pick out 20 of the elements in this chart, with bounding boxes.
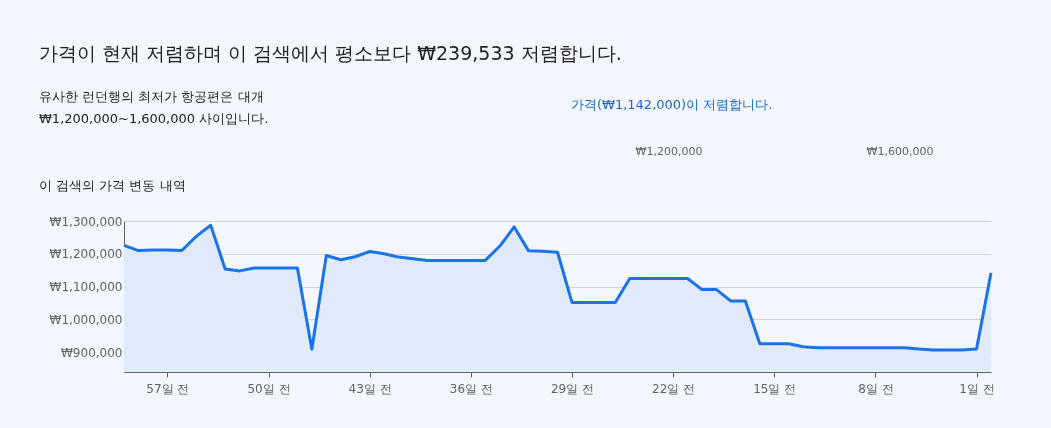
x-tick-label: 15일 전: [753, 381, 797, 396]
x-tick-label: 57일 전: [146, 381, 190, 396]
chart-title: 가격이 현재 저렴하며 이 검색에서 평소보다 ₩239,533 저렴합니다.: [39, 42, 622, 64]
y-tick-label: ₩900,000: [61, 345, 123, 360]
text: 가격(₩1,142,000)이 저렴합니다.: [571, 97, 773, 112]
x-tick-label: 29일 전: [550, 381, 594, 396]
x-tick-label: 8일 전: [858, 381, 894, 396]
y-tick-label: ₩1,300,000: [49, 214, 123, 229]
x-tick-label: 1일 전: [959, 381, 995, 396]
y-tick-label: ₩1,100,000: [49, 280, 123, 295]
x-tick-label: 36일 전: [449, 381, 493, 396]
x-tick-label: 50일 전: [247, 381, 291, 396]
chart-subtitle: 유사한 런던행의 최저가 항공편은 대개 ₩1,200,000~1,600,000 사이입니다.: [39, 89, 269, 126]
y-tick-label: ₩1,000,000: [49, 312, 123, 327]
text: ₩1,200,000: [635, 145, 703, 158]
x-tick-label: 22일 전: [652, 381, 696, 396]
text: ₩1,600,000: [866, 145, 934, 158]
y-tick-label: ₩1,200,000: [49, 247, 123, 262]
text: 이 검색의 가격 변동 내역: [39, 178, 186, 193]
x-tick-label: 43일 전: [348, 381, 392, 396]
